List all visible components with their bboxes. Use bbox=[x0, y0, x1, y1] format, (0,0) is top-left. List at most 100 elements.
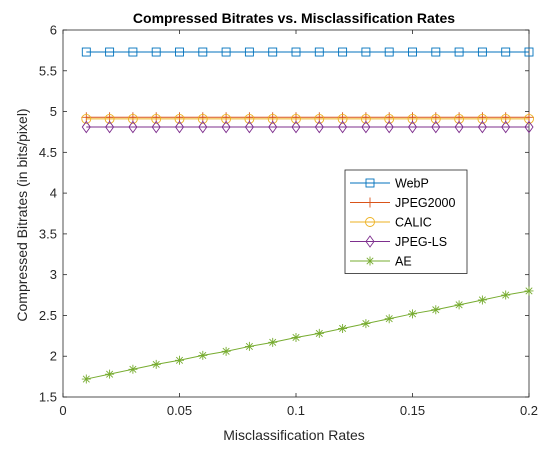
legend-entry: JPEG2000 bbox=[350, 196, 456, 210]
data-point bbox=[244, 112, 255, 123]
data-point bbox=[105, 369, 115, 379]
legend-label: WebP bbox=[395, 177, 429, 191]
data-point bbox=[431, 305, 441, 315]
legend-marker bbox=[365, 217, 375, 227]
legend-entry: AE bbox=[350, 255, 412, 269]
data-point bbox=[197, 113, 208, 124]
data-point bbox=[81, 120, 91, 134]
data-point bbox=[198, 350, 208, 360]
data-point bbox=[151, 359, 161, 369]
data-point bbox=[174, 120, 185, 134]
data-point bbox=[407, 113, 418, 124]
legend-label: AE bbox=[395, 255, 412, 269]
data-point bbox=[268, 337, 278, 347]
data-point bbox=[244, 113, 255, 124]
data-point bbox=[244, 120, 254, 134]
series-layer bbox=[81, 47, 534, 384]
y-tick-label: 3.5 bbox=[39, 226, 57, 241]
data-point bbox=[361, 319, 371, 329]
series-calic bbox=[81, 113, 534, 124]
y-tick-label: 6 bbox=[50, 23, 57, 38]
series-jpeg-ls bbox=[81, 120, 534, 134]
data-point bbox=[81, 113, 92, 124]
data-point bbox=[105, 120, 115, 134]
data-point bbox=[128, 364, 138, 374]
y-tick-label: 4.5 bbox=[39, 145, 57, 160]
data-point bbox=[500, 113, 511, 124]
data-point bbox=[81, 47, 91, 57]
data-point bbox=[454, 112, 465, 123]
tick-layer: 0 0.05 0.1 0.15 0.2 1.5 2 2.5 3 3.5 4 4.5 5 5.5 6 bbox=[39, 23, 538, 419]
data-point bbox=[408, 47, 417, 57]
y-tick-label: 1.5 bbox=[39, 390, 57, 405]
data-point bbox=[477, 47, 487, 57]
data-point bbox=[198, 120, 208, 134]
chart-title: Compressed Bitrates vs. Misclassificatio… bbox=[133, 10, 455, 26]
y-tick-label: 5 bbox=[50, 104, 57, 119]
data-point bbox=[128, 120, 138, 134]
data-point bbox=[477, 295, 487, 305]
legend-label: JPEG-LS bbox=[395, 235, 447, 249]
y-tick-label: 4 bbox=[50, 186, 57, 201]
data-point bbox=[127, 113, 138, 124]
data-point bbox=[384, 47, 394, 57]
data-point bbox=[361, 120, 371, 134]
data-point bbox=[175, 355, 184, 365]
data-point bbox=[268, 120, 278, 134]
y-axis-label: Compressed Bitrates (in bits/pixel) bbox=[14, 108, 30, 321]
data-point bbox=[477, 112, 488, 123]
x-tick-label: 0.15 bbox=[400, 403, 425, 418]
legend-entry: WebP bbox=[350, 177, 429, 191]
data-point bbox=[524, 112, 534, 123]
data-point bbox=[454, 113, 465, 124]
legend-marker bbox=[365, 235, 375, 248]
data-point bbox=[291, 120, 301, 134]
data-point bbox=[127, 112, 138, 123]
data-point bbox=[291, 112, 301, 123]
data-point bbox=[151, 112, 162, 123]
data-point bbox=[221, 346, 231, 356]
data-point bbox=[128, 47, 138, 57]
data-point bbox=[454, 120, 464, 134]
data-point bbox=[221, 120, 231, 134]
legend: WebP JPEG2000 CALIC JPEG-LS AE bbox=[344, 169, 468, 274]
data-point bbox=[291, 113, 301, 124]
data-point bbox=[291, 332, 301, 342]
data-point bbox=[338, 47, 348, 57]
data-point bbox=[501, 120, 511, 134]
data-point bbox=[221, 47, 231, 57]
legend-marker bbox=[365, 197, 375, 208]
data-point bbox=[197, 112, 208, 123]
x-tick-label: 0 bbox=[59, 403, 66, 418]
data-point bbox=[454, 300, 464, 310]
y-tick-label: 2.5 bbox=[39, 308, 57, 323]
data-point bbox=[524, 120, 534, 134]
data-point bbox=[175, 47, 184, 57]
series-ae bbox=[81, 286, 534, 384]
data-point bbox=[81, 112, 92, 123]
data-point bbox=[314, 47, 324, 57]
data-point bbox=[104, 113, 115, 124]
x-tick-label: 0.2 bbox=[520, 403, 538, 418]
data-point bbox=[407, 120, 418, 134]
data-point bbox=[174, 112, 185, 123]
data-point bbox=[384, 112, 395, 123]
data-point bbox=[221, 113, 232, 124]
data-point bbox=[524, 286, 534, 296]
data-point bbox=[524, 47, 534, 57]
data-point bbox=[151, 47, 161, 57]
data-point bbox=[501, 47, 511, 57]
data-point bbox=[104, 112, 115, 123]
data-point bbox=[314, 120, 324, 134]
data-point bbox=[267, 113, 278, 124]
series-webp bbox=[81, 47, 534, 57]
legend-entry: CALIC bbox=[350, 216, 432, 230]
legend-marker bbox=[365, 178, 375, 188]
data-point bbox=[198, 47, 208, 57]
data-point bbox=[430, 113, 441, 124]
data-point bbox=[81, 374, 91, 384]
data-point bbox=[384, 120, 394, 134]
data-point bbox=[454, 47, 464, 57]
legend-label: CALIC bbox=[395, 216, 432, 230]
data-point bbox=[268, 47, 278, 57]
